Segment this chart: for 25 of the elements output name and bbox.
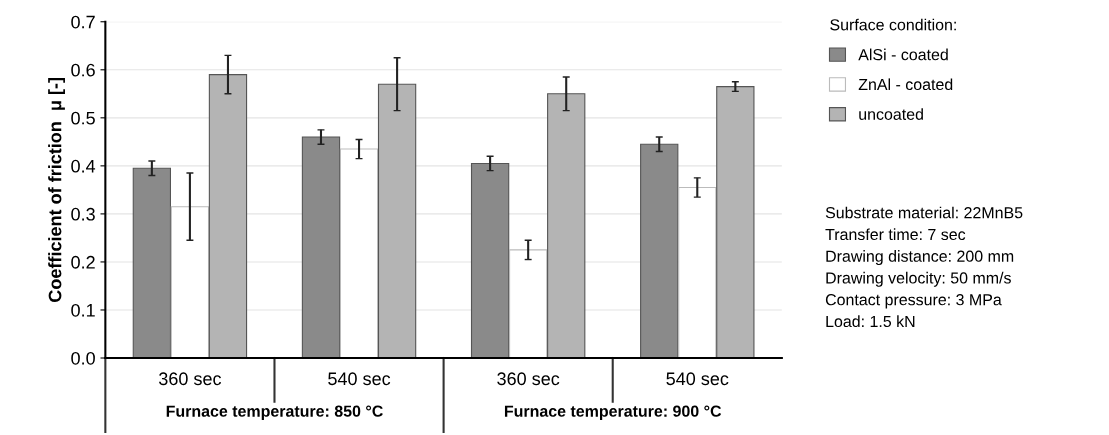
text: Contact pressure: 3 MPa <box>825 294 1002 309</box>
legend-label: uncoated <box>859 108 923 120</box>
y-tick-label: 0.7 <box>71 15 95 29</box>
x-tick-label: 540 sec <box>666 372 729 386</box>
text: Drawing velocity: 50 mm/s <box>826 271 1011 287</box>
text: Drawing distance: 200 mm <box>826 250 1014 266</box>
y-tick-label: 0.4 <box>71 159 96 173</box>
y-tick-label: 0.0 <box>71 351 95 365</box>
y-tick-label: 0.3 <box>71 207 95 221</box>
text: Furnace temperature: 900 °C <box>504 405 722 420</box>
y-tick-label: 0.2 <box>71 255 95 269</box>
x-tick-label: 540 sec <box>328 372 391 386</box>
y-tick-label: 0.6 <box>71 63 95 77</box>
y-tick-label: 0.5 <box>71 111 95 125</box>
legend-label: AlSi - coated <box>858 48 948 61</box>
x-tick-label: 360 sec <box>158 372 222 386</box>
y-tick-label: 0.1 <box>71 303 95 317</box>
text: Furnace temperature: 850 °C <box>166 405 383 420</box>
y-axis-title: Coefficient of friction μ [-] <box>48 78 65 302</box>
legend-label: ZnAl - coated <box>858 78 953 91</box>
text: Load: 1.5 kN <box>826 315 915 328</box>
x-tick-label: 360 sec <box>497 372 560 386</box>
text: Substrate material: 22MnB5 <box>825 206 1023 219</box>
legend-title: Surface condition: <box>830 18 956 31</box>
text: Transfer time: 7 sec <box>825 228 966 241</box>
